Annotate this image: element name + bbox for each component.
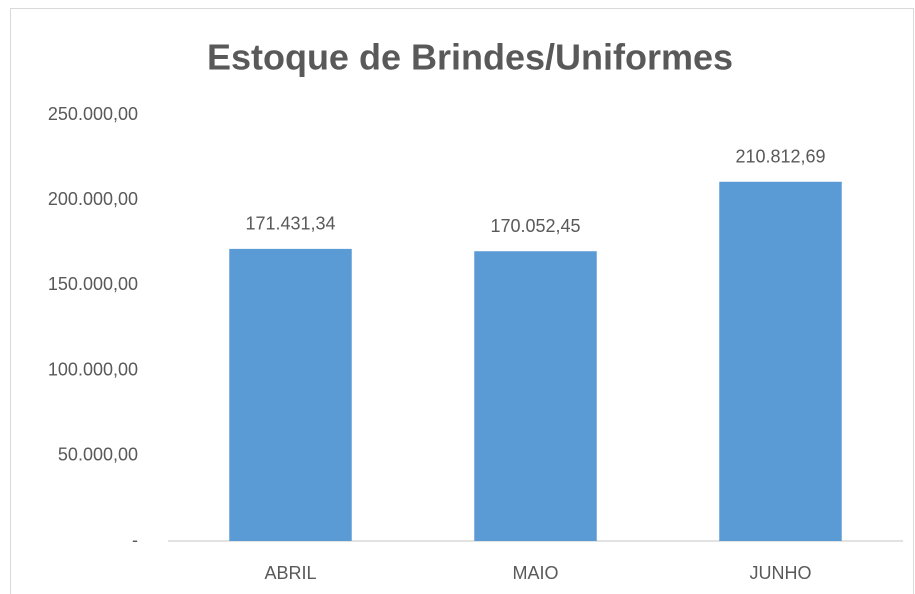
x-tick-label: JUNHO xyxy=(750,563,812,583)
y-tick-label: 50.000,00 xyxy=(58,445,138,465)
bar xyxy=(719,181,842,541)
value-label: 171.431,34 xyxy=(245,214,335,234)
y-tick-label: - xyxy=(132,530,138,550)
chart-title: Estoque de Brindes/Uniformes xyxy=(207,37,733,78)
y-tick-label: 150.000,00 xyxy=(48,274,138,294)
x-tick-label: MAIO xyxy=(512,563,558,583)
bar xyxy=(474,251,597,541)
x-tick-label: ABRIL xyxy=(264,563,316,583)
y-tick-label: 250.000,00 xyxy=(48,104,138,124)
y-tick-label: 100.000,00 xyxy=(48,359,138,379)
y-tick-label: 200.000,00 xyxy=(48,189,138,209)
value-label: 170.052,45 xyxy=(490,216,580,236)
bar xyxy=(229,248,352,542)
value-label: 210.812,69 xyxy=(735,147,825,167)
